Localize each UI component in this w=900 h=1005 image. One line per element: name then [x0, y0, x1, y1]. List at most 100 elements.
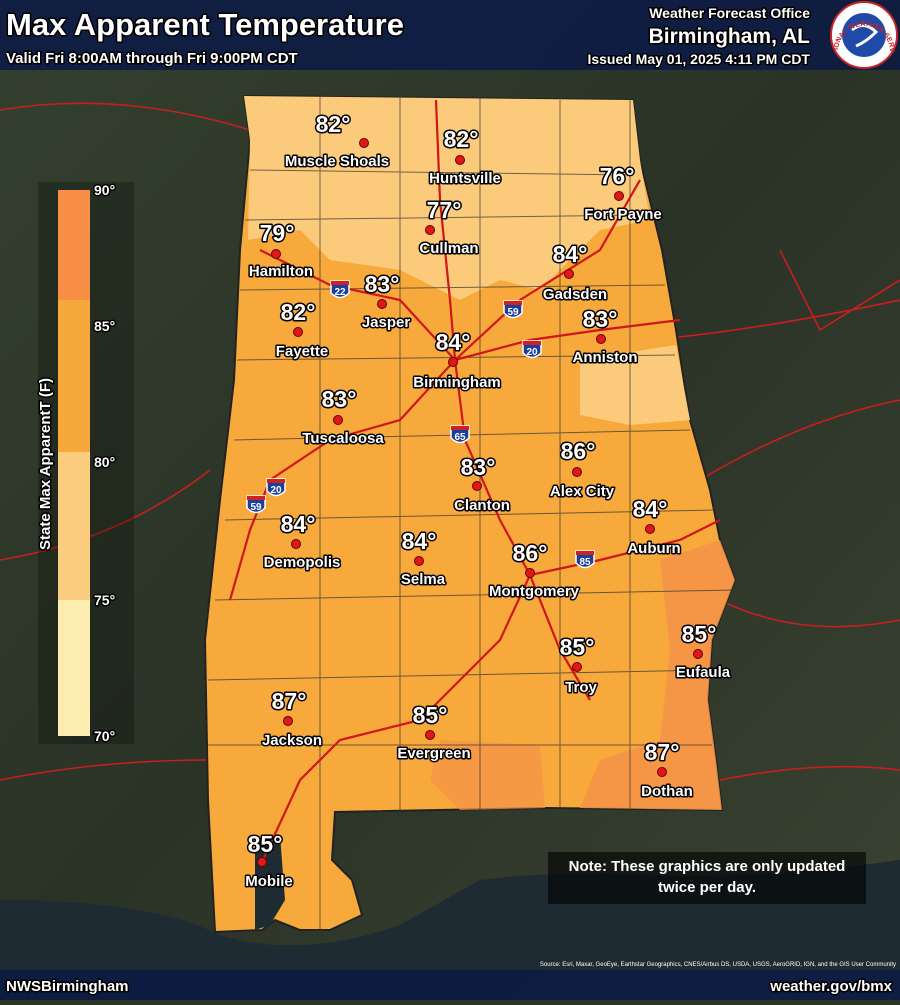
issued: Issued May 01, 2025 4:11 PM CDT: [587, 51, 810, 67]
city-name: Clanton: [454, 497, 510, 514]
cooler-east-region: [580, 345, 690, 425]
logo-swirl: [851, 24, 879, 48]
city-temp: 84°: [633, 496, 668, 522]
city-temp: 83°: [461, 454, 496, 480]
city-temp: 84°: [402, 528, 437, 554]
legend-band: [58, 190, 90, 300]
city-dot: [472, 481, 482, 491]
city-name: Jasper: [362, 314, 411, 331]
shield-number: 20: [526, 347, 538, 358]
shield-top: [451, 426, 469, 430]
logo-center: [842, 13, 886, 57]
city-name: Selma: [401, 571, 446, 588]
city-dot: [425, 730, 435, 740]
legend-title: State Max ApparentT (F): [37, 378, 54, 550]
shield-shape: [330, 280, 350, 299]
header-bar: [0, 0, 900, 70]
shield-top: [247, 496, 265, 500]
source: Source: Esri, Maxar, GeoEye, Earthstar G…: [540, 962, 896, 968]
city-temp: 85°: [560, 634, 595, 660]
note-backdrop: [548, 852, 866, 904]
title: Max Apparent Temperature: [6, 7, 404, 42]
city-name: Cullman: [419, 240, 478, 257]
city-temp: 84°: [281, 511, 316, 537]
city-dot: [425, 225, 435, 235]
city: 85° Eufaula: [674, 620, 732, 683]
shield-number: 59: [250, 502, 262, 513]
shield-top: [267, 479, 285, 483]
city: 82° Muscle Shoals: [283, 110, 390, 172]
city: 83° Clanton: [453, 453, 512, 516]
interstate-shield: 20: [522, 340, 542, 359]
city-dot: [645, 524, 655, 534]
shield-shape: [266, 478, 286, 497]
city-temp: 82°: [444, 126, 479, 152]
city-temp: 87°: [272, 688, 307, 714]
footer-left: NWSBirmingham: [6, 978, 129, 995]
interstate-shield: 59: [246, 495, 266, 514]
city: 77° Cullman: [418, 196, 480, 259]
footer-bar: [0, 970, 900, 1000]
city: 85° Evergreen: [396, 701, 472, 764]
shield-top: [523, 341, 541, 345]
interstate-shield: 65: [450, 425, 470, 444]
city-dot: [414, 556, 424, 566]
legend: State Max ApparentT (F) 90° 85° 80° 75° 70°: [36, 181, 134, 746]
city-dot: [596, 334, 606, 344]
city: 83° Jasper: [360, 270, 412, 333]
shield-shape: [246, 495, 266, 514]
city: 84° Auburn: [626, 495, 682, 559]
city-dot: [293, 327, 303, 337]
city: 87° Jackson: [260, 687, 323, 751]
shield-number: 59: [507, 307, 519, 318]
city-dot: [271, 249, 281, 259]
city-name: Eufaula: [676, 664, 731, 681]
interstate-shield: 59: [503, 300, 523, 319]
city-dot: [693, 649, 703, 659]
city-temp: 85°: [413, 702, 448, 728]
shield-number: 65: [454, 432, 466, 443]
city: 86° Alex City: [548, 437, 616, 502]
city-name: Troy: [565, 679, 597, 696]
city-temp: 82°: [316, 111, 351, 137]
city-dot: [283, 716, 293, 726]
city-temp: 86°: [513, 540, 548, 566]
city-name: Alex City: [550, 483, 615, 500]
city-name: Muscle Shoals: [285, 153, 389, 170]
cooler-north-region: [244, 96, 650, 300]
city-dot: [564, 269, 574, 279]
city-temp: 84°: [553, 241, 588, 267]
city: 82° Huntsville: [428, 125, 503, 189]
office: Birmingham, AL: [649, 25, 811, 48]
note: Note: These graphics are only updated tw…: [568, 858, 846, 896]
city-name: Gadsden: [543, 286, 607, 303]
city: 86° Montgomery: [488, 539, 582, 602]
city-name: Tuscaloosa: [302, 430, 384, 447]
city-name: Auburn: [627, 540, 680, 557]
city-dot: [572, 662, 582, 672]
city-name: Fayette: [276, 343, 329, 360]
city-dot: [359, 138, 369, 148]
county-lines: [207, 96, 736, 930]
note-container: Note: These graphics are only updated tw…: [568, 858, 846, 896]
shield-number: 85: [579, 557, 591, 568]
city-name: Demopolis: [264, 554, 341, 571]
city-dot: [525, 568, 535, 578]
city-name: Fort Payne: [584, 206, 662, 223]
legend-band: [58, 300, 90, 452]
shield-shape: [450, 425, 470, 444]
shield-number: 22: [334, 287, 346, 298]
city-name: Evergreen: [397, 745, 470, 762]
city: 84° Selma: [399, 527, 447, 590]
shield-top: [504, 301, 522, 305]
city: 84° Birmingham: [412, 328, 503, 393]
interstate-shield: 85: [575, 550, 595, 569]
footer-right: weather.gov/bmx: [769, 978, 892, 995]
city-temp: 86°: [561, 438, 596, 464]
city-temp: 83°: [583, 306, 618, 332]
city: 83° Anniston: [571, 305, 639, 368]
city: 84° Demopolis: [262, 510, 342, 573]
legend-band: [58, 600, 90, 736]
city: 85° Troy: [558, 633, 599, 698]
